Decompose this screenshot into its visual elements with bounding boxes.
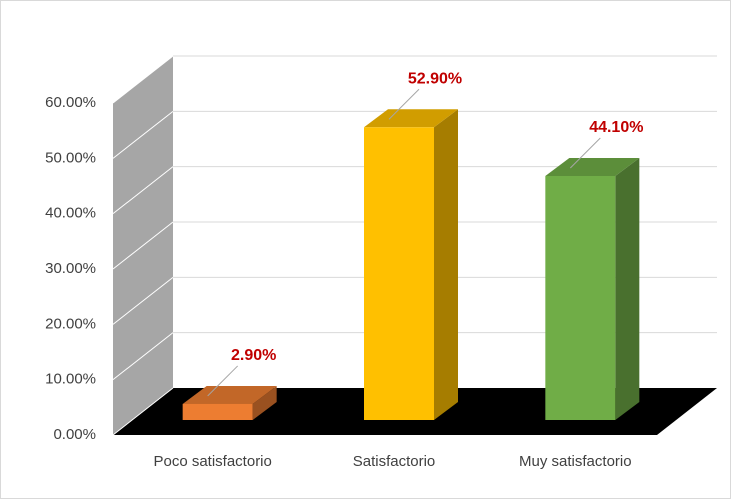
value-label: 44.10% <box>589 119 643 136</box>
bar-side <box>434 109 458 420</box>
y-tick-label: 10.00% <box>45 371 96 388</box>
leader-line <box>207 365 239 397</box>
wall-grid-line <box>112 332 174 381</box>
bar <box>545 175 616 420</box>
bar-top <box>545 157 640 176</box>
x-tick-label: Satisfactorio <box>353 453 436 470</box>
bar-top <box>182 385 277 404</box>
leader-line <box>388 88 420 120</box>
y-tick-label: 30.00% <box>45 260 96 277</box>
y-tick-label: 0.00% <box>53 426 96 443</box>
wall-grid-line <box>112 166 174 215</box>
x-tick-label: Muy satisfactorio <box>519 453 632 470</box>
wall-grid-line <box>112 55 174 104</box>
wall-grid-line <box>112 110 174 159</box>
value-label: 2.90% <box>231 347 276 364</box>
y-tick-label: 50.00% <box>45 149 96 166</box>
value-label: 52.90% <box>408 71 462 88</box>
leader-line <box>569 137 601 169</box>
bar-top <box>364 109 458 128</box>
wall-grid-line <box>112 221 174 270</box>
bar <box>364 127 434 420</box>
wall-grid-line <box>112 387 174 436</box>
x-tick-label: Poco satisfactorio <box>153 453 271 470</box>
bar <box>182 403 253 420</box>
y-tick-label: 40.00% <box>45 205 96 222</box>
bar-side <box>615 157 640 421</box>
y-tick-label: 60.00% <box>45 94 96 111</box>
y-tick-label: 20.00% <box>45 315 96 332</box>
bar-side <box>252 385 277 420</box>
wall-grid-line <box>112 276 174 325</box>
